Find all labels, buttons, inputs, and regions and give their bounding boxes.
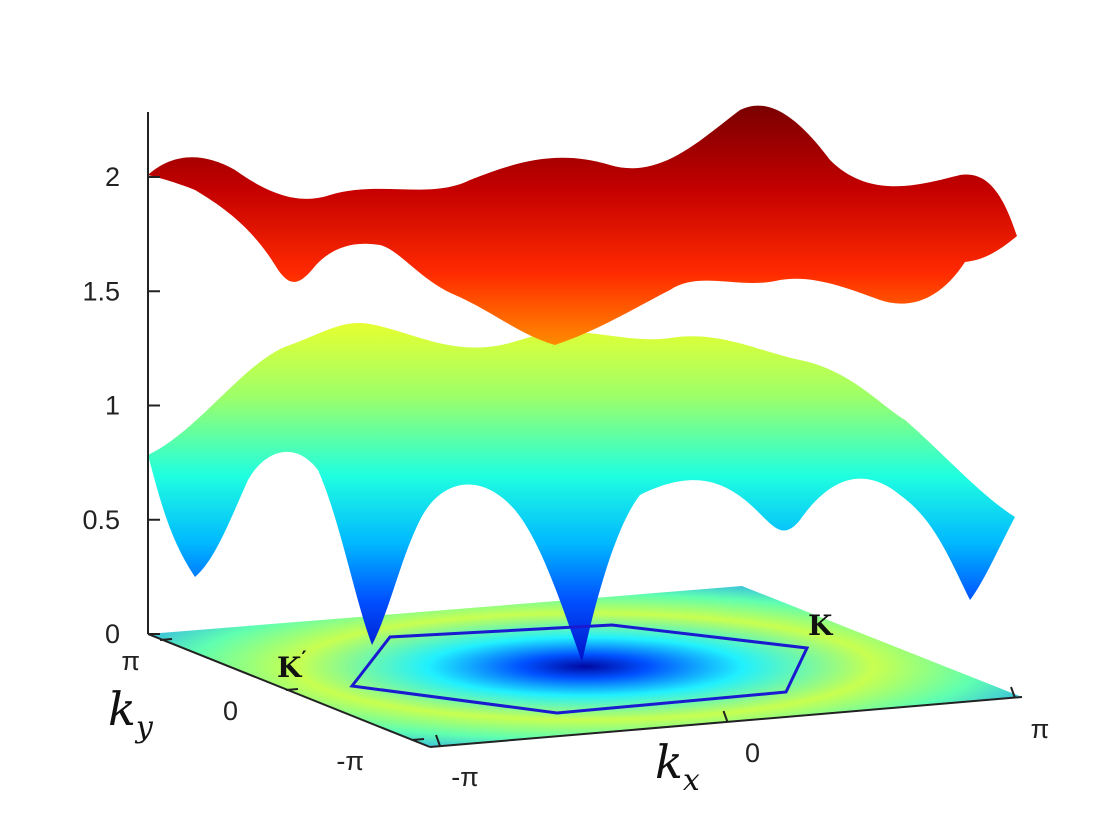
y-tick-label: 0 bbox=[223, 696, 238, 726]
x-tick-label: -π bbox=[451, 762, 479, 792]
y-tick-mark bbox=[411, 738, 425, 741]
upper-band-surface bbox=[148, 105, 1017, 345]
k-prime-point-label: K′ bbox=[277, 646, 307, 684]
z-tick-label: 1.5 bbox=[82, 276, 120, 306]
prime-mark: ′ bbox=[301, 646, 306, 670]
x-tick-label: π bbox=[1031, 714, 1050, 744]
x-tick-label: 0 bbox=[745, 738, 760, 768]
x-tick-mark bbox=[435, 734, 441, 747]
brillouin-zone-hexagon bbox=[349, 623, 810, 715]
y-axis-ticks: π 0 -π bbox=[121, 638, 425, 776]
z-tick-label: 0 bbox=[105, 619, 120, 649]
x-tick-mark bbox=[722, 710, 729, 723]
x-tick-mark bbox=[1010, 686, 1016, 699]
y-tick-label: π bbox=[121, 646, 140, 676]
y-tick-mark bbox=[285, 688, 299, 691]
k-point-label: K bbox=[808, 609, 834, 642]
z-tick-label: 2 bbox=[105, 162, 120, 192]
x-axis-line bbox=[429, 696, 1023, 748]
x-axis-label: kx bbox=[655, 735, 700, 798]
z-axis-ticks: 0 0.5 1 1.5 2 bbox=[82, 162, 160, 649]
y-tick-label: -π bbox=[336, 746, 364, 776]
z-tick-label: 0.5 bbox=[82, 505, 120, 535]
x-axis-ticks: -π 0 π bbox=[435, 686, 1050, 792]
z-tick-label: 1 bbox=[105, 391, 120, 421]
y-axis-label: ky bbox=[108, 682, 154, 745]
y-tick-mark bbox=[159, 638, 173, 641]
lower-band-surface bbox=[148, 322, 1015, 662]
